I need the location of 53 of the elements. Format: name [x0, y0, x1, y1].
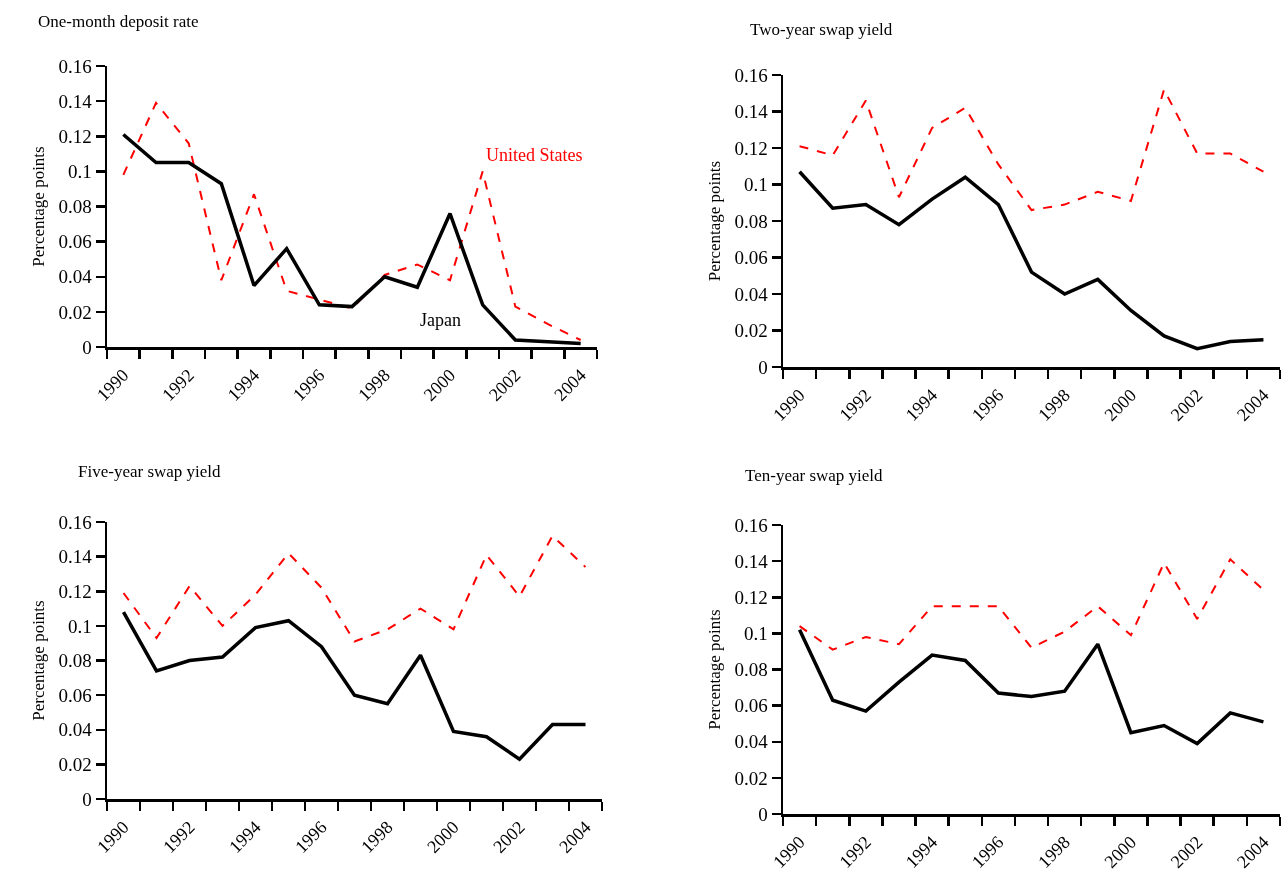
line-series [798, 88, 1265, 212]
y-tick-label: 0.1 [743, 623, 768, 645]
line-series [797, 169, 1266, 351]
y-tick-label: 0.16 [58, 55, 92, 77]
y-axis-title: Percentage points [704, 160, 724, 282]
y-tick-label: 0.16 [734, 514, 768, 536]
y-tick-label: 0.12 [58, 125, 92, 147]
chart-title: Two-year swap yield [750, 20, 893, 40]
y-tick-label: 0 [82, 788, 92, 810]
y-tick-label: 0.02 [734, 320, 768, 342]
y-axis-title: Percentage points [28, 600, 48, 721]
y-tick-label: 0.12 [58, 580, 92, 602]
y-tick-label: 0.06 [734, 247, 768, 269]
y-tick-label: 0.14 [58, 90, 93, 112]
line-series [122, 101, 582, 341]
y-tick-label: 0.04 [734, 283, 769, 305]
line-series [121, 610, 588, 761]
y-tick-label: 0.06 [734, 695, 768, 717]
y-tick-label: 0.06 [58, 231, 92, 253]
chart-title: One-month deposit rate [38, 12, 199, 32]
y-tick-label: 0 [82, 336, 92, 358]
line-series [797, 628, 1266, 746]
y-tick-label: 0.14 [58, 546, 93, 568]
y-tick-label: 0.08 [58, 196, 92, 218]
y-tick-label: 0.02 [734, 767, 768, 789]
series-label: United States [486, 145, 583, 165]
y-tick-label: 0.04 [734, 731, 769, 753]
y-tick-label: 0.12 [734, 137, 768, 159]
y-tick-label: 0.06 [58, 684, 92, 706]
y-tick-label: 0.16 [734, 64, 768, 86]
chart-title: Five-year swap yield [78, 461, 222, 481]
y-tick-label: 0.02 [58, 754, 92, 776]
y-tick-label: 0.04 [58, 719, 93, 741]
y-axis-title: Percentage points [704, 609, 724, 730]
y-axis-title: Percentage points [28, 146, 48, 267]
y-tick-label: 0.1 [67, 161, 92, 183]
chart-title: Ten-year swap yield [745, 465, 884, 485]
y-tick-label: 0 [758, 356, 768, 378]
series-label: Japan [420, 310, 461, 330]
line-series [121, 132, 583, 346]
y-tick-label: 0.1 [67, 615, 92, 637]
y-tick-label: 0.08 [58, 650, 92, 672]
y-tick-label: 0.14 [734, 550, 769, 572]
y-tick-label: 0.04 [58, 266, 93, 288]
y-tick-label: 0.02 [58, 301, 92, 323]
y-tick-label: 0.12 [734, 586, 768, 608]
y-tick-label: 0.08 [734, 210, 768, 232]
y-tick-label: 0.1 [743, 174, 768, 196]
line-series [122, 534, 587, 643]
y-tick-label: 0.14 [734, 101, 769, 123]
y-tick-label: 0.08 [734, 659, 768, 681]
y-tick-label: 0.16 [58, 511, 92, 533]
y-tick-label: 0 [758, 803, 768, 825]
